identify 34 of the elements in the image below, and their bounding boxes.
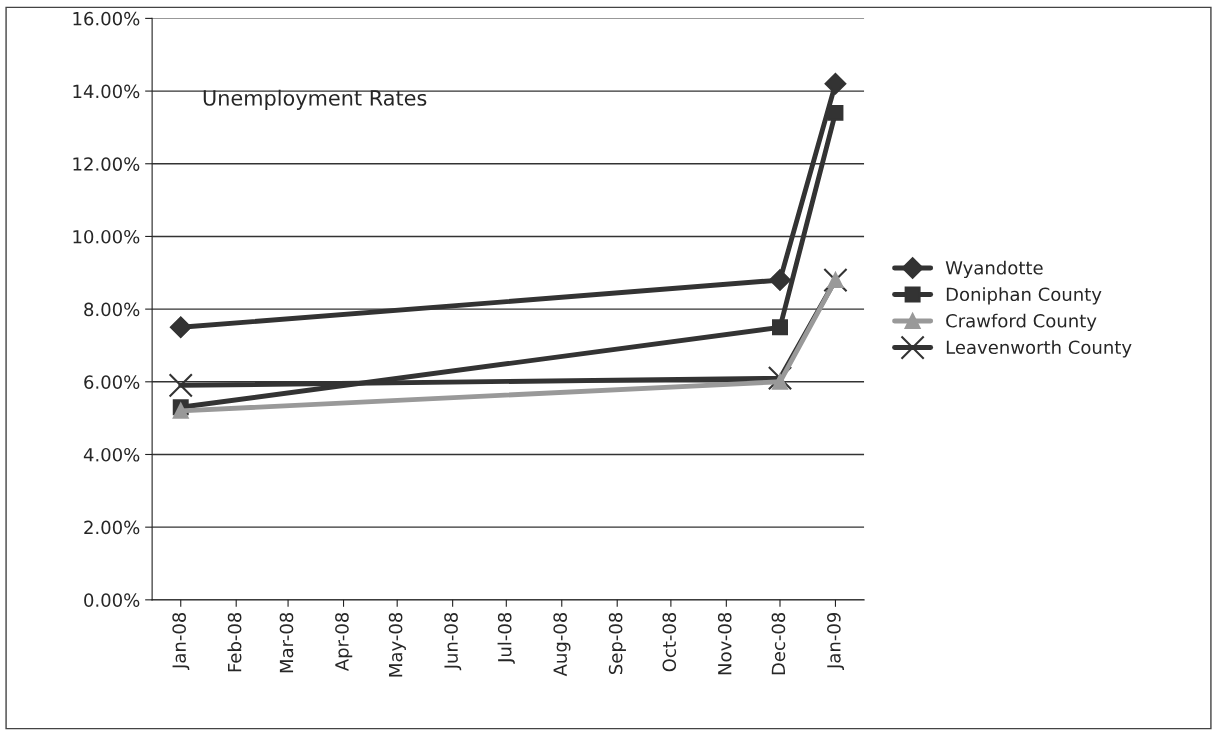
legend-label: Crawford County (946, 313, 1097, 332)
y-tick-label: 10.00% (73, 229, 140, 244)
y-tick-label: 6.00% (84, 375, 140, 389)
y-tick-label: 14.00% (73, 84, 140, 99)
x-tick-label: Oct-08 (662, 612, 677, 672)
x-tick-label: Nov-08 (717, 612, 732, 675)
x-tick-label: Jun-08 (444, 612, 462, 671)
x-tick-label: May-08 (388, 612, 406, 677)
y-tick-label: 0.00% (84, 593, 140, 607)
legend-label: Wyandotte (945, 260, 1043, 279)
point (169, 316, 192, 339)
x-tick-label: Feb-08 (227, 612, 242, 672)
y-tick-label: 8.00% (84, 302, 140, 317)
y-tick-label: 16.00% (73, 11, 140, 26)
point (769, 269, 791, 291)
point (168, 373, 193, 398)
x-tick-label: Jan-08 (172, 612, 190, 670)
x-tick-label: Sep-08 (608, 612, 626, 674)
legend-label: Leavenworth County (946, 340, 1132, 358)
x-tick-label: Jul-08 (497, 612, 515, 664)
y-tick-label: 4.00% (83, 447, 140, 462)
x-tick-label: Dec-08 (771, 612, 786, 675)
x-tick-label: Apr-08 (335, 612, 353, 672)
y-tick-label: 12.00% (73, 157, 140, 171)
x-tick-label: Aug-08 (553, 612, 571, 677)
point (824, 72, 847, 95)
x-tick-label: Jan-09 (827, 612, 845, 670)
point (772, 373, 788, 390)
text: Unemployment Rates (203, 89, 427, 110)
point (827, 104, 844, 121)
legend-label: Doniphan County (946, 287, 1102, 305)
point (772, 319, 788, 336)
y-tick-label: 2.00% (84, 520, 140, 535)
x-tick-label: Mar-08 (279, 612, 294, 673)
